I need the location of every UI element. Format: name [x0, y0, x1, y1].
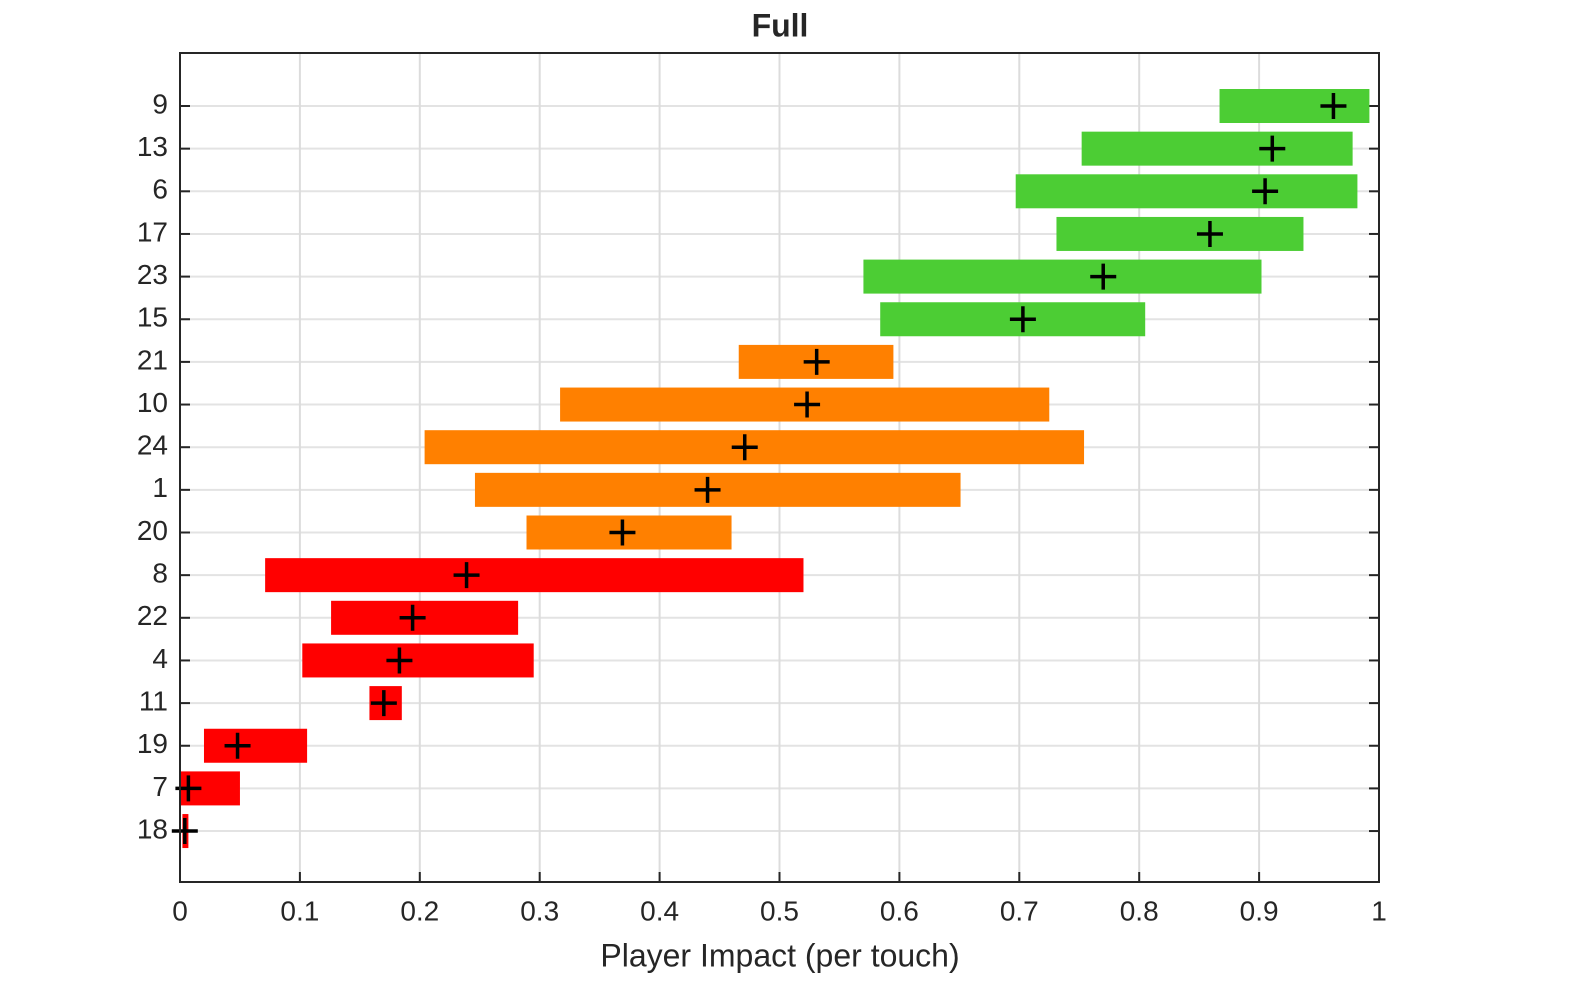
- y-tick-label: 22: [137, 600, 168, 631]
- bar: [1015, 174, 1358, 209]
- marker: [1252, 178, 1279, 205]
- y-tick-label: 9: [152, 88, 168, 119]
- marker: [224, 732, 251, 759]
- marker: [803, 348, 830, 375]
- marker: [609, 519, 636, 546]
- marker: [694, 476, 721, 503]
- x-tick-label: 0.8: [1120, 895, 1159, 926]
- marker: [1090, 263, 1117, 290]
- chart-title: Full: [752, 7, 809, 43]
- bar: [1081, 131, 1353, 166]
- marker: [370, 690, 397, 717]
- x-tick-label: 0.1: [280, 895, 319, 926]
- y-tick-label: 19: [137, 728, 168, 759]
- x-tick-label: 0.3: [520, 895, 559, 926]
- marker: [171, 818, 198, 845]
- x-tick-label: 0.6: [880, 895, 919, 926]
- y-tick-label: 21: [137, 344, 168, 375]
- y-tick-label: 18: [137, 813, 168, 844]
- x-axis-label: Player Impact (per touch): [600, 937, 959, 973]
- marker: [399, 604, 426, 631]
- y-tick-label: 23: [137, 259, 168, 290]
- bar: [203, 728, 308, 763]
- bar: [302, 643, 534, 678]
- y-tick-label: 8: [152, 558, 168, 589]
- marker: [1009, 306, 1036, 333]
- bar: [265, 558, 804, 593]
- marker: [1259, 135, 1286, 162]
- y-tick-label: 1: [152, 472, 168, 503]
- y-tick-label: 24: [137, 430, 168, 461]
- bar: [1219, 89, 1370, 123]
- plot-frame: [179, 52, 1380, 883]
- y-tick-label: 15: [137, 302, 168, 333]
- marker: [731, 434, 758, 461]
- marker: [453, 562, 480, 589]
- x-tick-label: 0.9: [1240, 895, 1279, 926]
- x-tick-label: 0.4: [640, 895, 679, 926]
- bar: [863, 259, 1262, 294]
- y-tick-label: 13: [137, 131, 168, 162]
- y-tick-label: 6: [152, 174, 168, 205]
- y-tick-label: 7: [152, 771, 168, 802]
- x-tick-label: 0.5: [760, 895, 799, 926]
- marker: [386, 647, 413, 674]
- y-tick-label: 4: [152, 643, 168, 674]
- x-tick-label: 0.7: [1000, 895, 1039, 926]
- x-tick-label: 0.2: [400, 895, 439, 926]
- y-tick-label: 11: [139, 685, 168, 716]
- marker: [1320, 93, 1347, 119]
- marker: [1196, 220, 1223, 247]
- y-tick-label: 20: [137, 515, 168, 546]
- marker: [794, 391, 821, 418]
- y-tick-label: 10: [137, 387, 168, 418]
- x-tick-label: 1: [1371, 895, 1387, 926]
- y-tick-label: 17: [137, 216, 168, 247]
- bar: [1056, 216, 1304, 251]
- x-tick-label: 0: [172, 895, 188, 926]
